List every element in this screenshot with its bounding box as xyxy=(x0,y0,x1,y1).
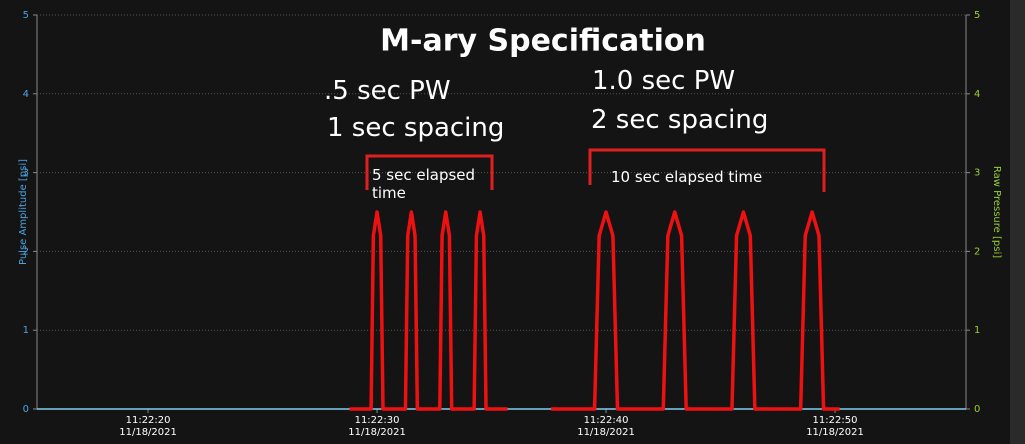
y-axis-label: Pulse Amplitude [psi] xyxy=(18,159,29,265)
annotation: 2 sec spacing xyxy=(591,105,769,135)
annotation: 1 sec spacing xyxy=(327,113,505,143)
y-tick-label: 5 xyxy=(23,10,29,21)
y-tick-label: 1 xyxy=(23,325,29,336)
y2-tick-label: 5 xyxy=(974,10,980,21)
y-tick-label: 2 xyxy=(23,246,29,257)
series-line xyxy=(349,210,840,411)
y2-tick-label: 2 xyxy=(974,246,980,257)
y2-axis-label: Raw Pressure [psi] xyxy=(991,166,1002,258)
annotation: 10 sec elapsed time xyxy=(611,168,763,186)
annotation: 1.0 sec PW xyxy=(592,66,736,96)
y2-tick-label: 4 xyxy=(974,89,980,100)
y-tick-label: 0 xyxy=(23,404,29,415)
y-tick-label: 3 xyxy=(23,168,29,179)
scroll-strip xyxy=(1010,0,1025,444)
x-tick-label: 11:22:50 11/18/2021 xyxy=(806,415,864,438)
y-tick-label: 4 xyxy=(23,89,29,100)
x-tick-label: 11:22:30 11/18/2021 xyxy=(348,415,406,438)
y2-tick-label: 1 xyxy=(974,325,980,336)
bracket xyxy=(588,148,826,192)
annotation: .5 sec PW xyxy=(324,76,451,106)
y2-tick-label: 3 xyxy=(974,168,980,179)
bracket xyxy=(365,154,494,190)
x-tick-label: 11:22:20 11/18/2021 xyxy=(119,415,177,438)
annotation: 5 sec elapsed time xyxy=(372,166,476,202)
chart-title: M-ary Specification xyxy=(380,24,706,59)
y2-tick-label: 0 xyxy=(974,404,980,415)
plot-area: 0 1 2 3 4 5 0 1 2 3 4 5 11:22:20 11/18/2021 11:22:30 11… xyxy=(23,10,981,438)
x-tick-label: 11:22:40 11/18/2021 xyxy=(577,415,635,438)
